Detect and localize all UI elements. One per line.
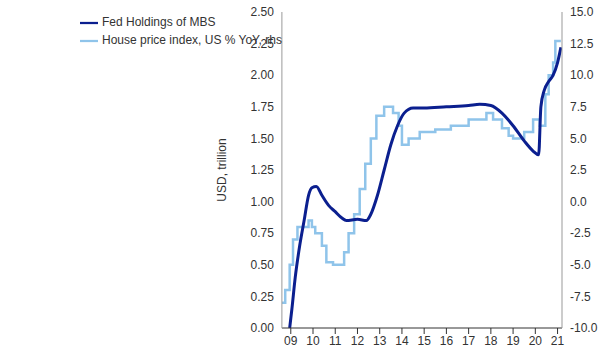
- svg-text:5.0: 5.0: [570, 132, 587, 146]
- svg-text:1.00: 1.00: [251, 195, 275, 209]
- svg-text:14: 14: [395, 334, 409, 348]
- svg-text:1.75: 1.75: [251, 100, 275, 114]
- svg-text:20: 20: [529, 334, 543, 348]
- svg-text:11: 11: [329, 334, 342, 348]
- svg-text:2.00: 2.00: [251, 68, 275, 82]
- svg-text:2.50: 2.50: [251, 5, 275, 19]
- svg-text:0.75: 0.75: [251, 226, 275, 240]
- svg-text:0.50: 0.50: [251, 258, 275, 272]
- svg-text:15: 15: [417, 334, 431, 348]
- svg-text:09: 09: [284, 334, 298, 348]
- svg-text:10.0: 10.0: [570, 68, 592, 82]
- svg-text:0.0: 0.0: [570, 195, 587, 209]
- svg-text:2.25: 2.25: [251, 37, 275, 51]
- svg-text:12: 12: [351, 334, 365, 348]
- svg-text:13: 13: [373, 334, 387, 348]
- svg-text:15.0: 15.0: [570, 5, 592, 19]
- svg-text:USD, trillion: USD, trillion: [215, 138, 229, 201]
- svg-text:7.5: 7.5: [570, 100, 587, 114]
- svg-text:0.00: 0.00: [251, 321, 275, 335]
- svg-text:19: 19: [506, 334, 520, 348]
- svg-text:1.25: 1.25: [251, 163, 275, 177]
- svg-text:21: 21: [551, 334, 565, 348]
- svg-text:16: 16: [440, 334, 454, 348]
- svg-text:0.25: 0.25: [251, 290, 275, 304]
- svg-text:-7.5: -7.5: [570, 290, 591, 304]
- svg-text:-10.0: -10.0: [570, 321, 592, 335]
- svg-text:10: 10: [306, 334, 320, 348]
- svg-text:-5.0: -5.0: [570, 258, 591, 272]
- svg-text:12.5: 12.5: [570, 37, 592, 51]
- svg-text:2.5: 2.5: [570, 163, 587, 177]
- svg-text:17: 17: [462, 334, 476, 348]
- svg-text:18: 18: [484, 334, 498, 348]
- svg-text:1.50: 1.50: [251, 132, 275, 146]
- svg-text:-2.5: -2.5: [570, 226, 591, 240]
